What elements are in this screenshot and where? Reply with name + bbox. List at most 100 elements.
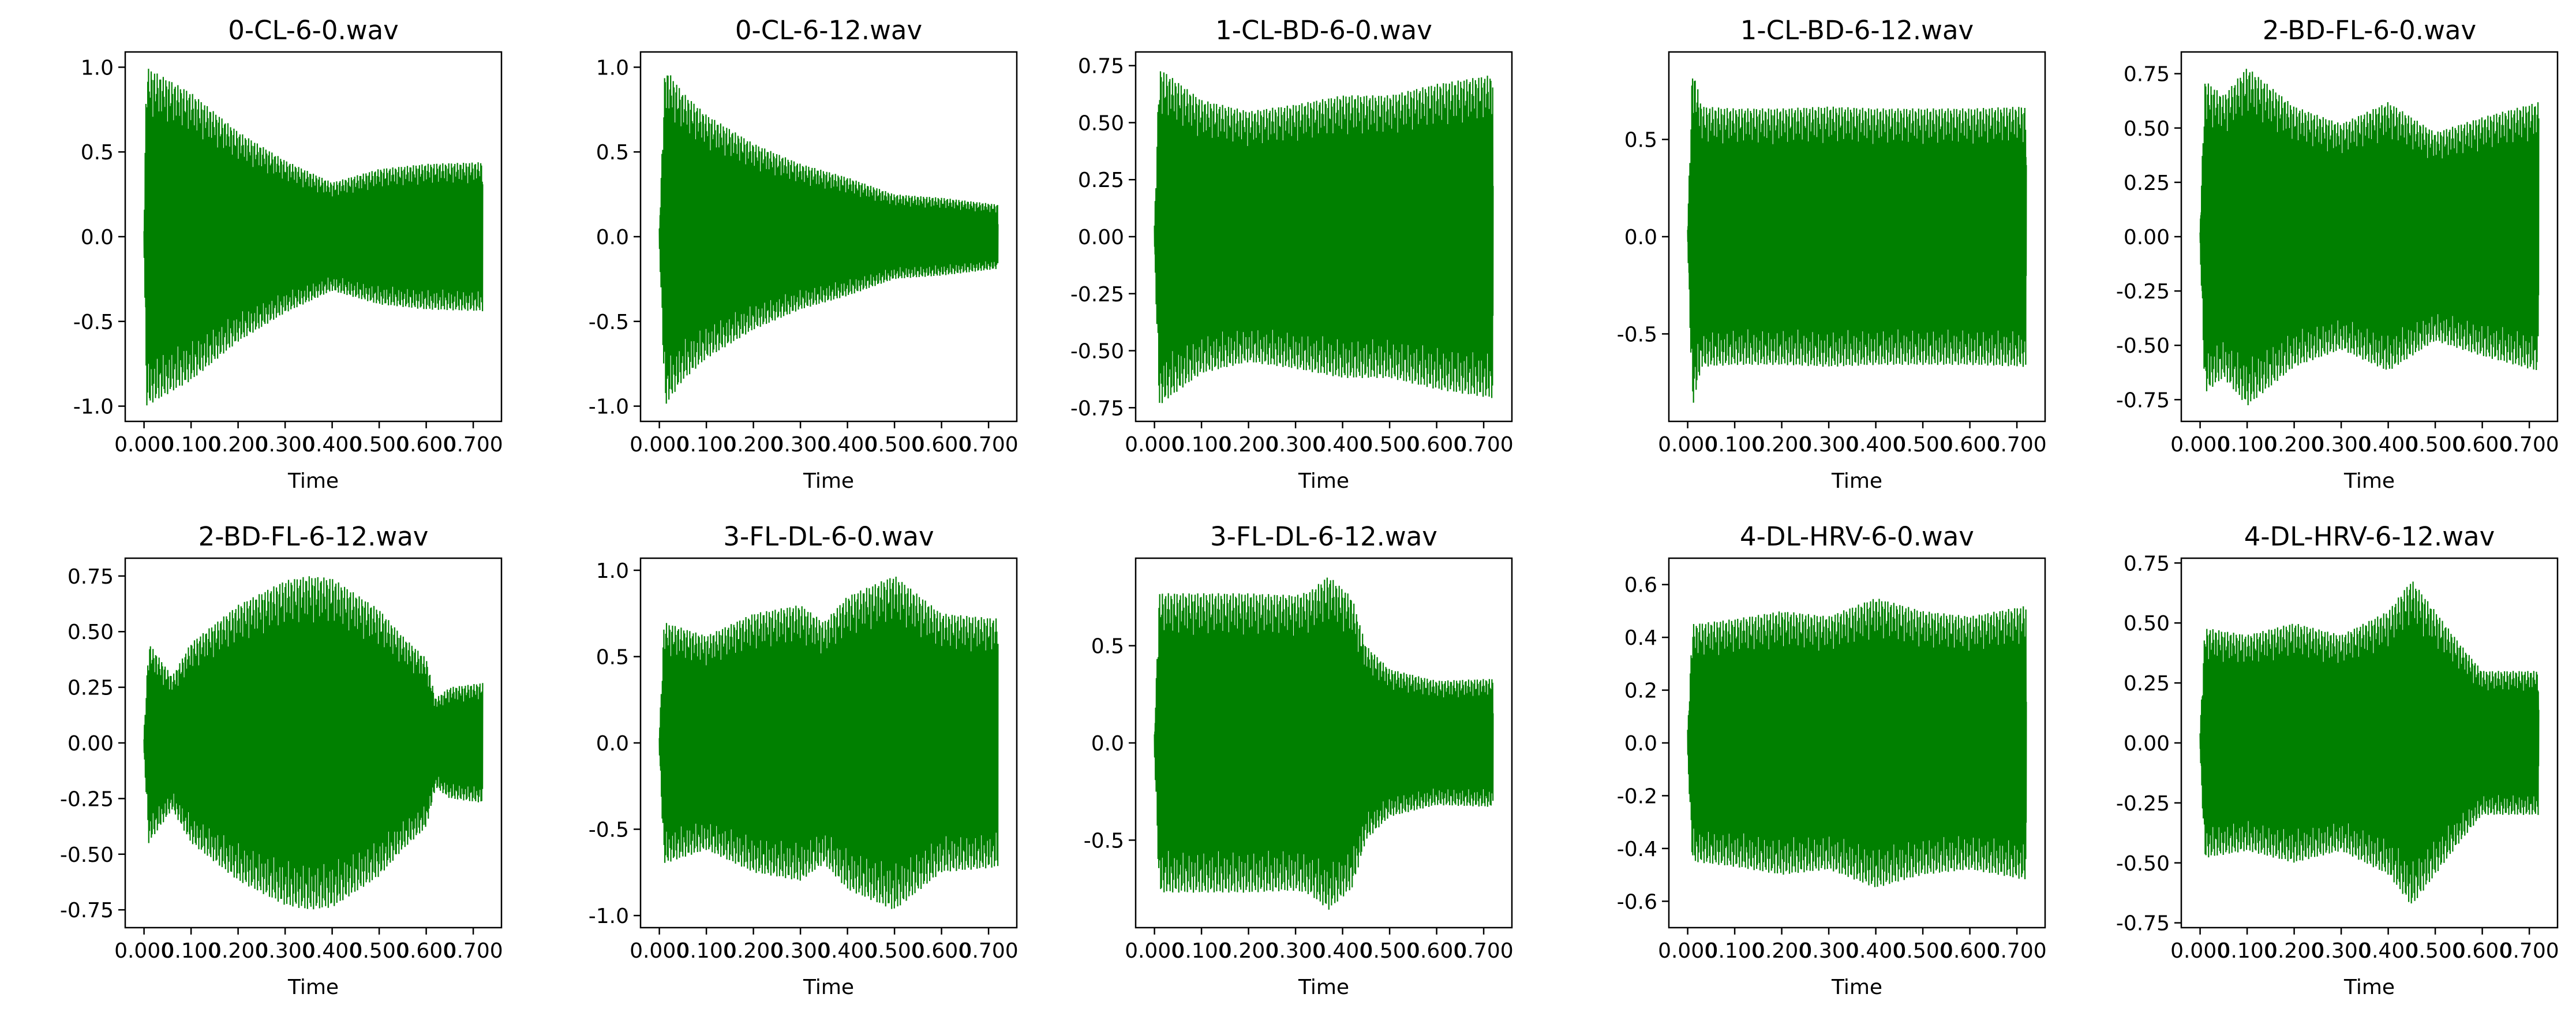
subplot-title: 4-DL-HRV-6-12.wav: [2244, 521, 2495, 552]
x-axis-label: Time: [2343, 976, 2395, 999]
x-tick-label: 0.000: [1658, 433, 1717, 457]
x-tick-label: 0.300: [1266, 433, 1326, 457]
waveform-line: [2199, 69, 2540, 406]
x-tick-label: 0.100: [1705, 939, 1765, 963]
y-tick-label: 0.25: [68, 677, 114, 700]
subplot-title: 0-CL-6-0.wav: [228, 15, 399, 46]
x-tick-label: 0.300: [1266, 939, 1326, 963]
y-tick-label: 0.75: [2124, 63, 2170, 87]
x-tick-label: 0.300: [771, 433, 830, 457]
x-tick-label: 0.100: [2218, 433, 2277, 457]
y-tick-label: 0.5: [596, 141, 629, 165]
y-tick-label: -0.6: [1617, 890, 1657, 914]
y-tick-label: -0.50: [2116, 852, 2170, 876]
y-tick-label: 0.25: [1078, 169, 1124, 192]
x-tick-label: 0.200: [724, 433, 783, 457]
x-tick-label: 0.100: [1172, 433, 1231, 457]
x-tick-label: 0.400: [1846, 433, 1905, 457]
y-tick-label: 1.0: [596, 559, 629, 583]
x-tick-label: 0.400: [302, 433, 362, 457]
y-tick-label: 0.00: [2124, 732, 2170, 756]
subplot-title: 3-FL-DL-6-0.wav: [723, 521, 934, 552]
x-tick-label: 0.400: [2358, 433, 2418, 457]
y-tick-label: 1.0: [596, 56, 629, 80]
subplot-title: 3-FL-DL-6-12.wav: [1210, 521, 1437, 552]
x-tick-label: 0.600: [396, 433, 456, 457]
x-axis-label: Time: [1831, 976, 1882, 999]
y-tick-label: -0.5: [1084, 829, 1124, 853]
x-tick-label: 0.600: [396, 939, 456, 963]
x-tick-label: 0.600: [1940, 433, 2000, 457]
y-tick-label: -0.50: [60, 843, 114, 867]
x-tick-label: 0.700: [1987, 939, 2047, 963]
y-tick-label: -0.25: [60, 787, 114, 811]
y-tick-label: 0.0: [1091, 732, 1124, 756]
x-tick-label: 0.000: [630, 433, 689, 457]
x-tick-label: 0.400: [818, 433, 877, 457]
x-tick-label: 0.500: [1360, 939, 1420, 963]
x-tick-label: 0.200: [2264, 939, 2324, 963]
x-tick-label: 0.000: [630, 939, 689, 963]
subplot-title: 0-CL-6-12.wav: [735, 15, 922, 46]
y-tick-label: 0.6: [1624, 574, 1657, 597]
subplot-7: 0.0000.1000.2000.3000.4000.5000.6000.700…: [589, 521, 1019, 999]
x-tick-label: 0.400: [1313, 433, 1372, 457]
x-tick-label: 0.100: [677, 433, 736, 457]
x-tick-label: 0.300: [1799, 433, 1859, 457]
y-tick-label: 0.75: [1078, 55, 1124, 79]
x-tick-label: 0.000: [114, 433, 174, 457]
subplot-4: 0.0000.1000.2000.3000.4000.5000.6000.700…: [1617, 15, 2047, 493]
x-axis-label: Time: [287, 976, 339, 999]
y-tick-label: 0.50: [1078, 111, 1124, 135]
x-tick-label: 0.500: [1893, 433, 1953, 457]
x-tick-label: 0.400: [1846, 939, 1905, 963]
subplot-6: 0.0000.1000.2000.3000.4000.5000.6000.700…: [60, 521, 503, 999]
x-tick-label: 0.100: [1705, 433, 1765, 457]
y-tick-label: -0.75: [2116, 388, 2170, 412]
x-tick-label: 0.600: [912, 433, 971, 457]
x-tick-label: 0.300: [1799, 939, 1859, 963]
x-tick-label: 0.500: [350, 939, 409, 963]
y-tick-label: -0.5: [589, 819, 629, 842]
y-tick-label: 0.50: [2124, 117, 2170, 141]
x-tick-label: 0.600: [912, 939, 971, 963]
x-tick-label: 0.500: [1360, 433, 1420, 457]
x-tick-label: 0.200: [724, 939, 783, 963]
x-tick-label: 0.700: [1987, 433, 2047, 457]
subplot-title: 4-DL-HRV-6-0.wav: [1740, 521, 1974, 552]
y-tick-label: 0.00: [2124, 226, 2170, 249]
y-tick-label: -0.25: [2116, 280, 2170, 304]
subplot-title: 2-BD-FL-6-0.wav: [2263, 15, 2476, 46]
x-tick-label: 0.000: [1658, 939, 1717, 963]
y-tick-label: -0.50: [1070, 340, 1124, 364]
x-axis-label: Time: [803, 469, 854, 493]
x-tick-label: 0.200: [1219, 939, 1278, 963]
y-tick-label: -0.50: [2116, 334, 2170, 358]
x-tick-label: 0.100: [162, 433, 221, 457]
y-tick-label: 0.50: [2124, 612, 2170, 636]
x-axis-label: Time: [803, 976, 854, 999]
x-tick-label: 0.100: [2218, 939, 2277, 963]
x-tick-label: 0.100: [162, 939, 221, 963]
x-tick-label: 0.200: [2264, 433, 2324, 457]
x-tick-label: 0.700: [1454, 433, 1514, 457]
x-tick-label: 0.400: [818, 939, 877, 963]
y-tick-label: 0.2: [1624, 679, 1657, 703]
y-tick-label: 1.0: [81, 56, 114, 80]
y-tick-label: -0.5: [589, 311, 629, 334]
x-axis-label: Time: [1831, 469, 1882, 493]
y-tick-label: -0.25: [1070, 283, 1124, 307]
x-tick-label: 0.700: [444, 433, 503, 457]
waveform-line: [143, 576, 484, 910]
x-axis-label: Time: [1298, 976, 1349, 999]
x-tick-label: 0.300: [771, 939, 830, 963]
x-tick-label: 0.300: [256, 433, 315, 457]
x-tick-label: 0.500: [350, 433, 409, 457]
subplot-title: 1-CL-BD-6-12.wav: [1740, 15, 1974, 46]
y-tick-label: 0.0: [1624, 732, 1657, 756]
x-tick-label: 0.200: [1752, 433, 1811, 457]
x-tick-label: 0.700: [959, 433, 1019, 457]
x-tick-label: 0.500: [2406, 939, 2465, 963]
waveform-line: [1687, 78, 2027, 403]
